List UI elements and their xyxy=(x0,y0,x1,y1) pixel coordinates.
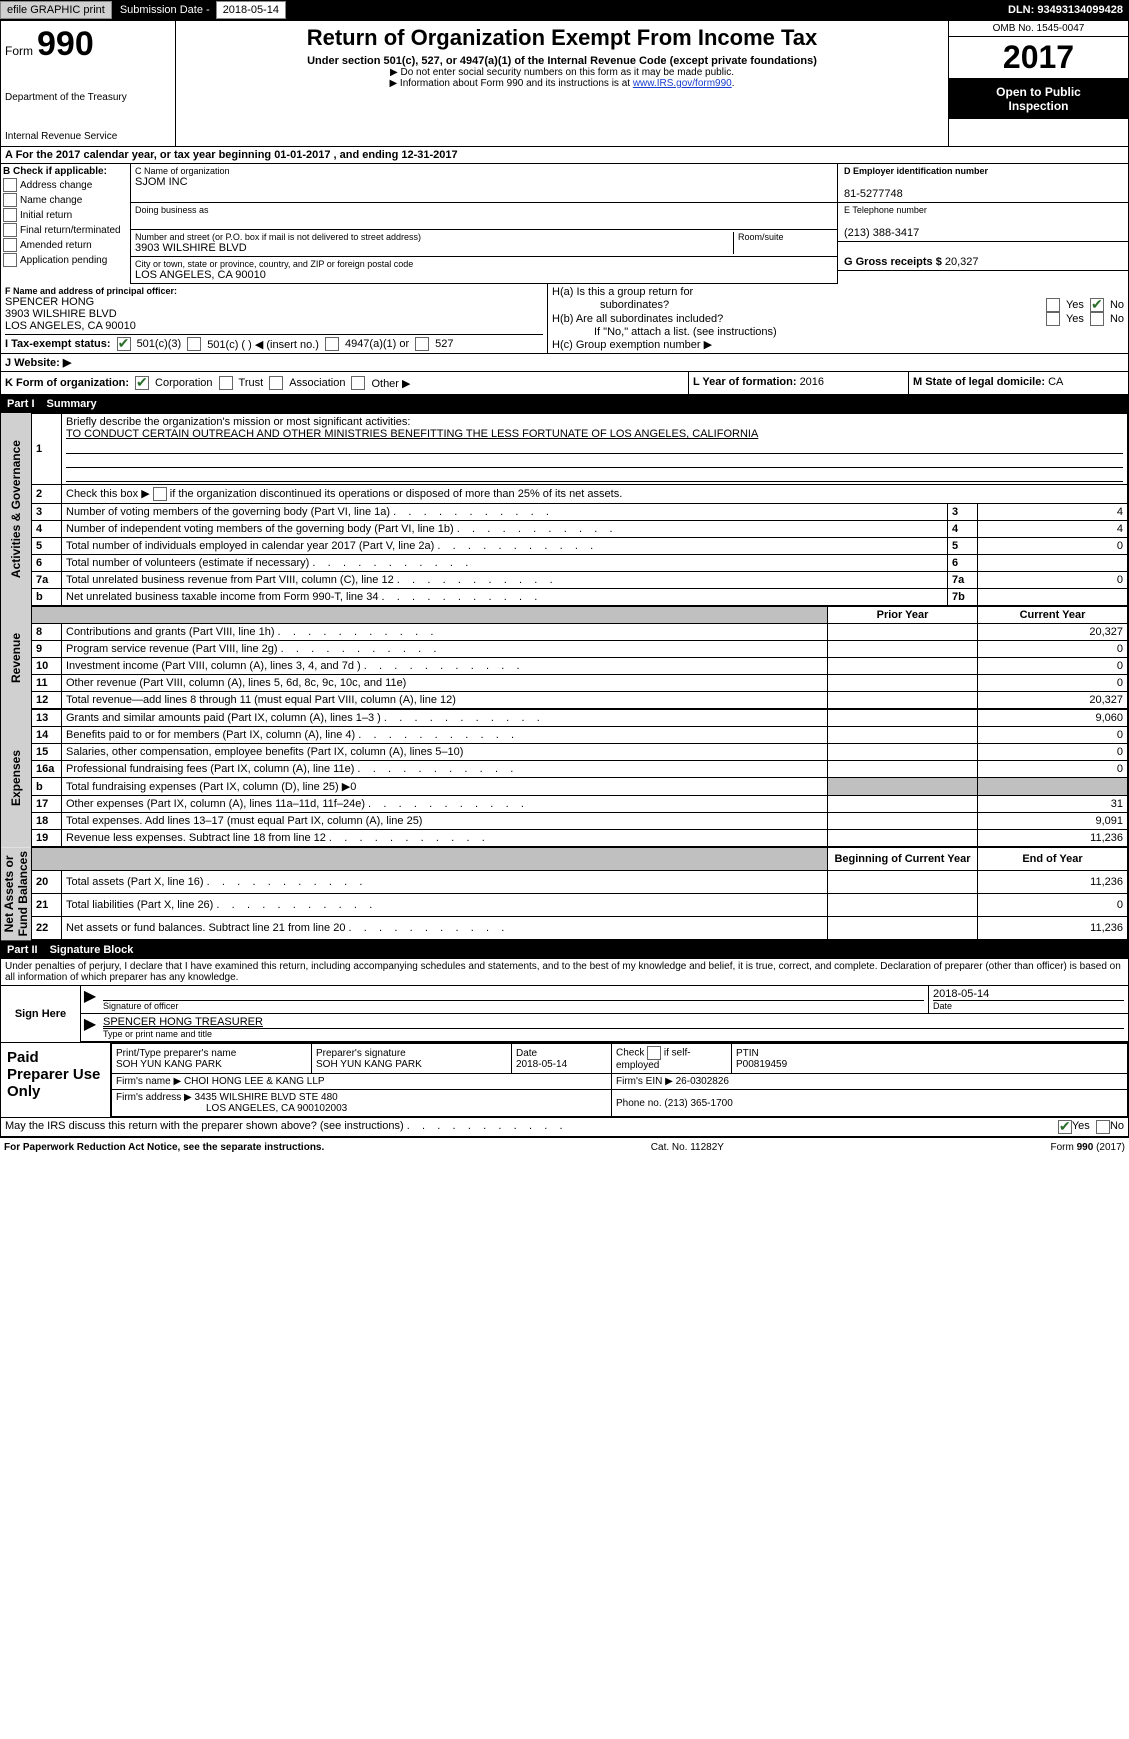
chk-assoc[interactable] xyxy=(269,376,283,390)
street-label: Number and street (or P.O. box if mail i… xyxy=(135,232,733,242)
omb-number: OMB No. 1545-0047 xyxy=(949,21,1128,37)
chk-hb-yes[interactable] xyxy=(1046,312,1060,326)
box-b: B Check if applicable: Address change Na… xyxy=(1,164,131,284)
form-title: Return of Organization Exempt From Incom… xyxy=(184,25,940,51)
ein-label: D Employer identification number xyxy=(844,166,1122,176)
chk-initial-return[interactable] xyxy=(3,208,17,222)
net-assets-table: Beginning of Current YearEnd of Year 20T… xyxy=(31,847,1128,940)
chk-final-return[interactable] xyxy=(3,223,17,237)
chk-name-change[interactable] xyxy=(3,193,17,207)
page-footer: For Paperwork Reduction Act Notice, see … xyxy=(0,1137,1129,1157)
street: 3903 WILSHIRE BLVD xyxy=(135,242,733,254)
governance-table: 1Briefly describe the organization's mis… xyxy=(31,413,1128,606)
chk-other[interactable] xyxy=(351,376,365,390)
open-to-public: Open to PublicInspection xyxy=(949,79,1128,119)
discuss-row: May the IRS discuss this return with the… xyxy=(0,1118,1129,1137)
form-number: Form 990 xyxy=(5,25,171,64)
city: LOS ANGELES, CA 90010 xyxy=(135,269,833,281)
top-bar: efile GRAPHIC print Submission Date - 20… xyxy=(0,0,1129,20)
identity-block: B Check if applicable: Address change Na… xyxy=(0,164,1129,284)
dln: DLN: 93493134099428 xyxy=(1002,4,1129,16)
submission-label: Submission Date - xyxy=(114,4,216,16)
chk-discuss-no[interactable] xyxy=(1096,1120,1110,1134)
line-a: A For the 2017 calendar year, or tax yea… xyxy=(0,147,1129,164)
chk-discontinued[interactable] xyxy=(153,487,167,501)
chk-amended[interactable] xyxy=(3,238,17,252)
ein: 81-5277748 xyxy=(844,188,1122,200)
note-ssn: ▶ Do not enter social security numbers o… xyxy=(184,67,940,78)
signature-block: Under penalties of perjury, I declare th… xyxy=(0,959,1129,1043)
chk-501c3[interactable] xyxy=(117,337,131,351)
box-i: I Tax-exempt status: 501(c)(3) 501(c) ( … xyxy=(5,334,543,351)
box-l: L Year of formation: 2016 xyxy=(688,372,908,394)
form-header: Form 990 Department of the Treasury Inte… xyxy=(0,20,1129,147)
chk-4947[interactable] xyxy=(325,337,339,351)
chk-discuss-yes[interactable] xyxy=(1058,1120,1072,1134)
vlabel-expenses: Expenses xyxy=(1,709,31,847)
part-i-header: Part ISummary xyxy=(0,395,1129,413)
box-k: K Form of organization: Corporation Trus… xyxy=(1,372,688,394)
gross-receipts: G Gross receipts $ 20,327 xyxy=(838,242,1128,271)
irs-link[interactable]: www.IRS.gov/form990 xyxy=(633,78,732,89)
city-label: City or town, state or province, country… xyxy=(135,259,833,269)
chk-527[interactable] xyxy=(415,337,429,351)
vlabel-governance: Activities & Governance xyxy=(1,413,31,606)
sign-here-label: Sign Here xyxy=(1,986,81,1042)
chk-ha-yes[interactable] xyxy=(1046,298,1060,312)
perjury-declaration: Under penalties of perjury, I declare th… xyxy=(1,959,1128,986)
chk-501c[interactable] xyxy=(187,337,201,351)
box-j: J Website: ▶ xyxy=(0,354,1129,372)
paid-preparer-block: Paid Preparer Use Only Print/Type prepar… xyxy=(0,1043,1129,1118)
phone: (213) 388-3417 xyxy=(844,227,1122,239)
chk-hb-no[interactable] xyxy=(1090,312,1104,326)
chk-trust[interactable] xyxy=(219,376,233,390)
note-link: ▶ Information about Form 990 and its ins… xyxy=(184,78,940,89)
box-m: M State of legal domicile: CA xyxy=(908,372,1128,394)
efile-print-button[interactable]: efile GRAPHIC print xyxy=(0,1,112,19)
phone-label: E Telephone number xyxy=(844,205,1122,215)
expenses-table: 13Grants and similar amounts paid (Part … xyxy=(31,709,1128,847)
part-ii-header: Part IISignature Block xyxy=(0,941,1129,959)
vlabel-net: Net Assets or Fund Balances xyxy=(1,847,31,940)
submission-date: 2018-05-14 xyxy=(216,1,286,19)
chk-corp[interactable] xyxy=(135,376,149,390)
chk-ha-no[interactable] xyxy=(1090,298,1104,312)
box-h: H(a) Is this a group return for subordin… xyxy=(548,284,1128,353)
org-name: SJOM INC xyxy=(135,176,833,188)
dba-label: Doing business as xyxy=(135,205,833,215)
chk-address-change[interactable] xyxy=(3,178,17,192)
room-label: Room/suite xyxy=(738,232,833,242)
box-f: F Name and address of principal officer:… xyxy=(1,284,548,353)
tax-year: 2017 xyxy=(949,37,1128,79)
revenue-table: Prior YearCurrent Year 8Contributions an… xyxy=(31,606,1128,709)
vlabel-revenue: Revenue xyxy=(1,606,31,709)
irs: Internal Revenue Service xyxy=(5,131,171,142)
chk-self-employed[interactable] xyxy=(647,1046,661,1060)
form-subtitle: Under section 501(c), 527, or 4947(a)(1)… xyxy=(184,55,940,67)
chk-app-pending[interactable] xyxy=(3,253,17,267)
org-name-label: C Name of organization xyxy=(135,166,833,176)
dept-treasury: Department of the Treasury xyxy=(5,92,171,103)
